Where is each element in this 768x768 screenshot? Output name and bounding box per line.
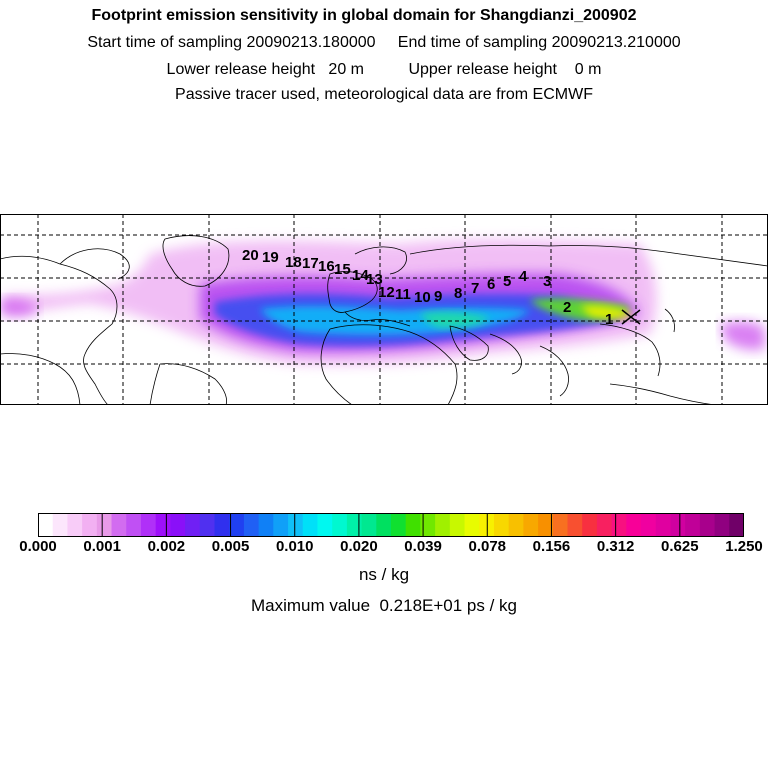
colorbar-swatch [464,513,480,537]
colorbar-swatch [199,513,215,537]
colorbar-swatch [626,513,642,537]
trajectory-label: 20 [242,247,259,264]
colorbar-tick-label: 0.001 [83,538,121,555]
colorbar-swatch [538,513,554,537]
colorbar-tick-label: 0.005 [211,538,250,555]
sampling-time-line: Start time of sampling 20090213.180000 E… [87,34,681,51]
colorbar-swatch [449,513,466,537]
colorbar-swatch [302,513,318,537]
colorbar-swatch [641,513,657,537]
x-mark-icon [621,309,641,325]
trajectory-label: 4 [519,268,528,285]
colorbar-swatch [420,513,436,537]
trajectory-label: 3 [543,273,551,290]
colorbar-swatch [567,513,583,537]
trajectory-label: 7 [471,280,479,297]
colorbar-swatch [391,513,407,537]
colorbar-swatch [170,513,186,537]
trajectory-label: 8 [454,285,462,302]
colorbar-unit: ns / kg [358,565,410,584]
tracer-info-line: Passive tracer used, meteorological data… [175,86,593,103]
colorbar-swatch [361,513,377,537]
colorbar-swatch [508,513,524,537]
trajectory-label: 6 [487,276,495,293]
trajectory-label: 5 [503,273,511,290]
colorbar [38,513,744,537]
colorbar-tick-label: 0.078 [468,538,507,555]
colorbar-swatch [52,513,68,537]
colorbar-tick-label: 0.039 [404,538,442,555]
trajectory-label: 17 [302,255,319,272]
colorbar-tick-label: 1.250 [725,538,763,555]
trajectory-label: 10 [414,289,431,306]
colorbar-swatch [523,513,539,537]
coastlines [0,235,768,405]
colorbar-swatch [685,513,701,537]
trajectory-label: 14 [352,267,369,284]
emission-sensitivity-field [0,239,765,365]
colorbar-swatch [111,513,127,537]
colorbar-swatch [258,513,274,537]
trajectory-label: 15 [334,261,351,278]
colorbar-tick-label: 0.312 [596,538,635,555]
colorbar-swatch [229,513,245,537]
colorbar-swatch [670,513,686,537]
colorbar-tick-label: 0.020 [340,538,378,555]
colorbar-swatch [332,513,348,537]
colorbar-swatch [655,513,671,537]
colorbar-swatch [405,513,421,537]
colorbar-swatch [38,513,54,537]
colorbar-swatch [243,513,260,537]
colorbar-swatch [140,513,157,537]
colorbar-swatch [376,513,392,537]
colorbar-tick-label: 0.625 [661,538,699,555]
colorbar-tick-label: 0.156 [532,538,571,555]
trajectory-label: 1 [605,311,613,328]
colorbar-swatch [67,513,83,537]
trajectory-label: 16 [318,258,335,275]
colorbar-tick-label: 0.010 [275,538,314,555]
trajectory-label: 19 [262,249,279,266]
colorbar-swatch [214,513,230,537]
colorbar-swatch [552,513,568,537]
trajectory-label: 12 [378,284,395,301]
release-height-line: Lower release height 20 m Upper release … [166,61,602,78]
colorbar-swatch [82,513,98,537]
colorbar-frame [38,513,744,537]
colorbar-swatch [611,513,627,537]
colorbar-swatch [714,513,730,537]
maximum-value-label: Maximum value 0.218E+01 ps / kg [251,596,517,615]
trajectory-label: 18 [285,254,302,271]
colorbar-swatch [126,513,142,537]
colorbar-swatch [493,513,510,537]
colorbar-swatch [317,513,333,537]
colorbar-tick-label: 0.002 [147,538,186,555]
colorbar-tick-label: 0.000 [19,538,57,555]
map-title: Footprint emission sensitivity in global… [91,7,637,24]
trajectory-label: 9 [434,288,442,305]
colorbar-swatch [288,513,304,537]
colorbar-swatch [596,513,613,537]
colorbar-swatch [582,513,598,537]
colorbar-swatch [699,513,716,537]
colorbar-swatch [155,513,171,537]
trajectory-label: 13 [366,271,383,288]
colorbar-swatch [729,513,744,537]
trajectory-label: 11 [395,286,411,303]
trajectory-label: 2 [563,299,571,316]
colorbar-swatch [435,513,451,537]
colorbar-swatch [346,513,363,537]
colorbar-swatch [96,513,113,537]
colorbar-swatch [273,513,289,537]
colorbar-swatch [185,513,201,537]
